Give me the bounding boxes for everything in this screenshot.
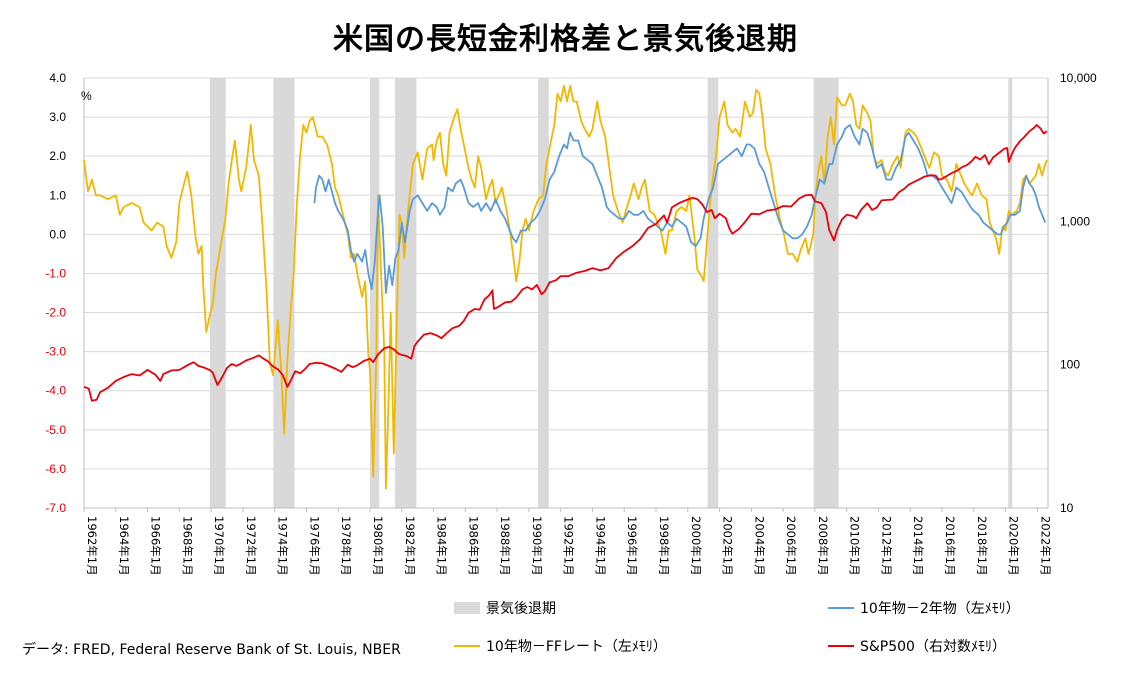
recession-band [707,78,719,508]
x-tick-label: 1964年1月 [117,516,131,576]
legend-item-recession: 景気後退期 [454,598,556,618]
x-tick-label: 1970年1月 [212,516,226,576]
x-tick-label: 1986年1月 [466,516,480,576]
x-tick-label: 1978年1月 [339,516,353,576]
y-left-tick-label: -3.0 [45,345,66,359]
x-tick-label: 1980年1月 [371,516,385,576]
y-right-tick-label: 10,000 [1060,71,1097,85]
x-tick-label: 2014年1月 [911,516,925,576]
y-left-tick-label: 3.0 [49,110,66,124]
recession-band [1008,78,1013,508]
x-tick-label: 1990年1月 [530,516,544,576]
y-right-tick-label: 100 [1060,358,1080,372]
y-left-tick-label: 4.0 [49,71,66,85]
x-tick-label: 2018年1月 [975,516,989,576]
x-tick-label: 1988年1月 [498,516,512,576]
y-left-tick-label: 2.0 [49,149,66,163]
x-tick-label: 1976年1月 [307,516,321,576]
x-tick-label: 2016年1月 [943,516,957,576]
x-tick-label: 1998年1月 [657,516,671,576]
y-left-tick-label: -4.0 [45,384,66,398]
legend-item-spread-2y: 10年物－2年物（左ﾒﾓﾘ） [828,598,1020,618]
axes [83,78,1049,512]
legend-swatch-sp500 [828,645,854,647]
x-tick-label: 2012年1月 [879,516,893,576]
x-tick-label: 1996年1月 [625,516,639,576]
x-tick-label: 2006年1月 [784,516,798,576]
y-left-unit-label: % [81,89,92,103]
x-tick-label: 2010年1月 [848,516,862,576]
legend-swatch-spread-ff [454,645,480,647]
recession-bands [209,78,1013,508]
legend-item-spread-ff: 10年物－FFレート（左ﾒﾓﾘ） [454,636,667,656]
x-tick-label: 2008年1月 [816,516,830,576]
x-tick-label: 1984年1月 [435,516,449,576]
sp500-line [83,124,1048,402]
legend-swatch-recession [454,602,480,614]
y-left-tick-label: -5.0 [45,423,66,437]
x-tick-label: 2002年1月 [721,516,735,576]
x-tick-label: 2020年1月 [1007,516,1021,576]
chart-title: 米国の長短金利格差と景気後退期 [333,22,798,57]
x-tick-label: 1992年1月 [562,516,576,576]
recession-band [209,78,226,508]
y-left-tick-label: 1.0 [49,188,66,202]
y-left-tick-label: 0.0 [49,227,66,241]
y-right-tick-label: 1,000 [1060,214,1090,228]
x-tick-label: 1982年1月 [403,516,417,576]
legend-label-recession: 景気後退期 [486,601,556,617]
y-right-tick-label: 10 [1060,501,1074,515]
series-lines [83,84,1048,490]
y-left-tick-label: -6.0 [45,462,66,476]
x-tick-label: 1968年1月 [180,516,194,576]
legend-label-sp500: S&P500（右対数ﾒﾓﾘ） [860,639,1006,655]
y-left-tick-label: -1.0 [45,266,66,280]
legend-label-spread-ff: 10年物－FFレート（左ﾒﾓﾘ） [486,639,667,655]
recession-band [273,78,295,508]
recession-band [370,78,380,508]
x-tick-label: 2022年1月 [1038,516,1052,576]
y-left-tick-label: -2.0 [45,306,66,320]
legend-swatch-spread-2y [828,607,854,609]
x-tick-label: 1972年1月 [244,516,258,576]
x-tick-label: 1994年1月 [593,516,607,576]
x-tick-label: 2004年1月 [752,516,766,576]
data-source-note: データ: FRED, Federal Reserve Bank of St. L… [22,642,401,658]
tick-labels: 4.0 3.0 2.0 1.0 0.0 -1.0 -2.0 -3.0 -4.0 -5.0 -6.0 -… [45,71,1097,576]
x-tick-label: 1966年1月 [149,516,163,576]
y-left-tick-label: -7.0 [45,501,66,515]
x-tick-label: 1974年1月 [276,516,290,576]
legend-item-sp500: S&P500（右対数ﾒﾓﾘ） [828,636,1006,656]
x-tick-label: 2000年1月 [689,516,703,576]
x-tick-label: 1962年1月 [85,516,99,576]
legend-label-spread-2y: 10年物－2年物（左ﾒﾓﾘ） [860,601,1020,617]
